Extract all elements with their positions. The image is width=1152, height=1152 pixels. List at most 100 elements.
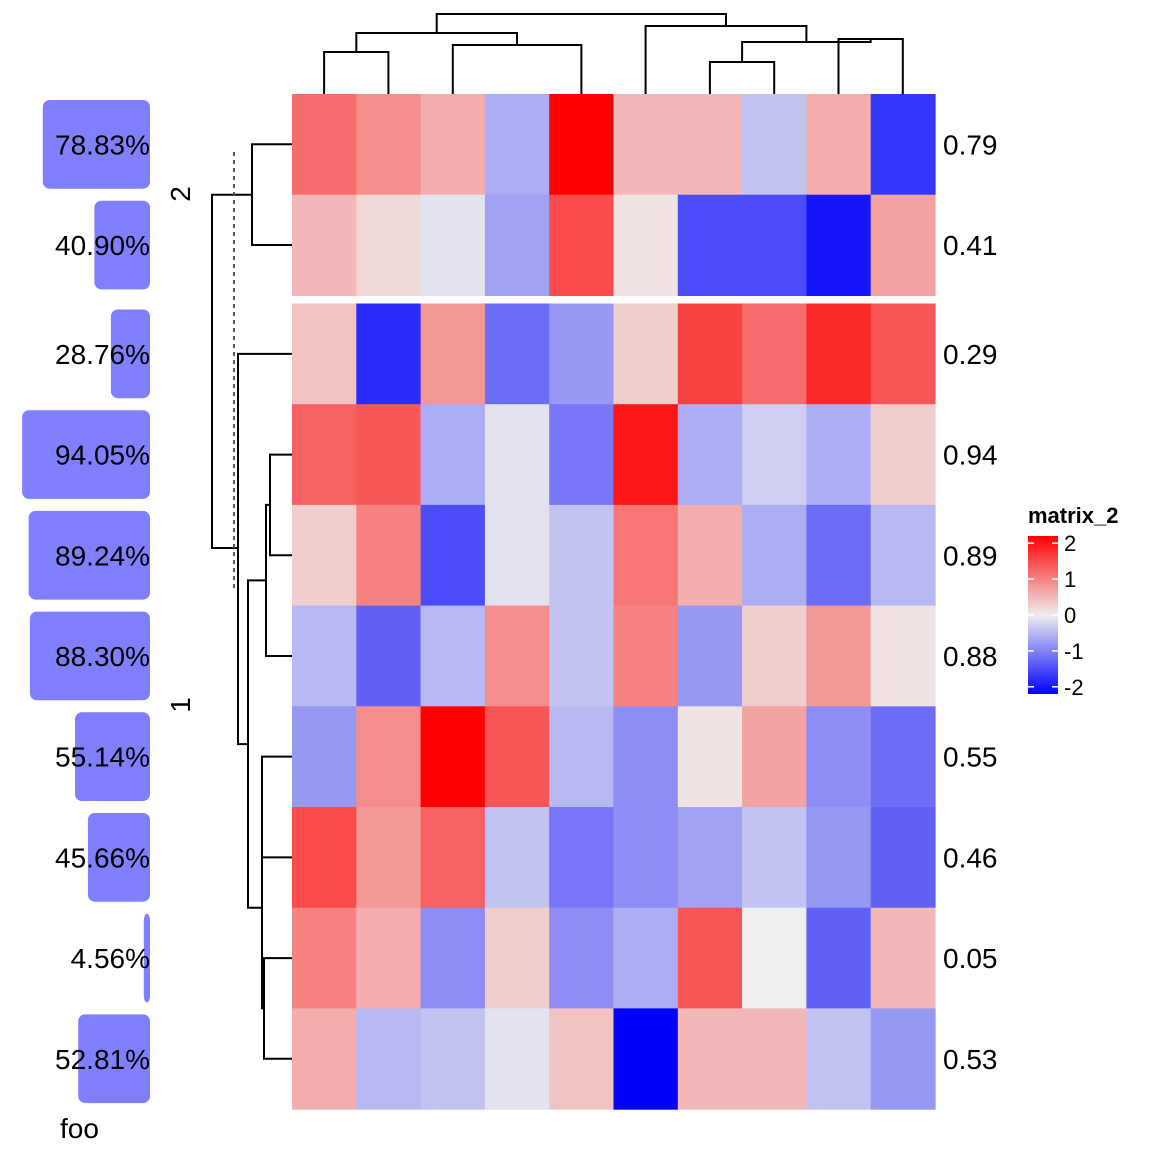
annotation-bar (75, 712, 150, 801)
column-dendrogram (323, 13, 904, 94)
heatmap-cell (677, 94, 743, 196)
heatmap-cell (613, 605, 679, 707)
row-label: 0.46 (943, 842, 998, 873)
heatmap-cell (613, 303, 679, 405)
annotation-bar (110, 309, 150, 399)
column-dendrogram-branch (323, 51, 390, 94)
heatmap-cell (742, 1008, 807, 1110)
heatmap-cell (484, 907, 550, 1009)
heatmap-cell (870, 807, 936, 909)
row-dendrogram-branch (269, 453, 292, 557)
column-dendrogram-branch (435, 13, 727, 33)
legend-tick-label: 1 (1064, 567, 1076, 592)
heatmap-cell (292, 303, 357, 405)
annotation-bar-labels: 78.83% 40.90% 28.76% 94.05% 89.24% 88.30% 55.1… (55, 129, 150, 1075)
row-label: 0.41 (943, 230, 998, 261)
heatmap-cell (484, 807, 550, 909)
heatmap-cell (292, 404, 357, 506)
heatmap-cell (613, 807, 679, 909)
heatmap-cell (742, 504, 807, 607)
heatmap-cell (420, 504, 486, 607)
row-dendrogram-branch (261, 807, 264, 1010)
heatmap-cell (742, 706, 807, 808)
heatmap-cell (806, 605, 872, 707)
heatmap-cell (292, 504, 357, 607)
heatmap-cell (806, 94, 872, 196)
heatmap-cell (549, 907, 615, 1009)
heatmap-cell (870, 907, 936, 1009)
heatmap-cell (742, 303, 807, 405)
heatmap-cell (420, 194, 486, 296)
heatmap-cell (549, 807, 615, 909)
heatmap-cell (356, 504, 422, 607)
annotation-bar (29, 611, 150, 701)
row-dendrogram-branch (247, 579, 266, 909)
heatmap-cell (613, 94, 679, 196)
row-label: 0.55 (943, 742, 998, 773)
annotation-name-label: foo (60, 1113, 99, 1144)
annotation-bar-label: 88.30% (55, 641, 150, 672)
heatmap-cell (420, 1008, 486, 1110)
column-dendrogram-branch (451, 44, 583, 94)
annotation-bar-label: 28.76% (55, 339, 150, 370)
heatmap-cell (356, 303, 422, 405)
heatmap-cell (356, 1008, 422, 1110)
heatmap-cell (806, 1008, 872, 1110)
legend-tick-label: 0 (1064, 603, 1076, 628)
parent-dendrogram-branch (211, 193, 252, 549)
annotation-bar (94, 200, 150, 290)
annotation-bar-label: 4.56% (71, 943, 150, 974)
heatmap-cell (292, 807, 357, 909)
heatmap-cell (806, 194, 872, 296)
heatmap-cell (870, 1008, 936, 1110)
heatmap-cell (549, 504, 615, 607)
heatmap-cell (484, 194, 550, 296)
heatmap-cell (420, 807, 486, 909)
column-dendrogram-branch (644, 25, 808, 94)
heatmap-cell (549, 303, 615, 405)
heatmap-cell (356, 807, 422, 909)
heatmap-cell (292, 94, 357, 196)
heatmap-cell (549, 194, 615, 296)
heatmap-cell (484, 504, 550, 607)
annotation-bar (42, 100, 150, 189)
heatmap-cell (292, 194, 357, 296)
row-dendrogram-branch (263, 957, 292, 1060)
heatmap-cell (484, 303, 550, 405)
legend-ticks: 2 1 0 -1 -2 (1028, 531, 1084, 700)
column-dendrogram-branch (837, 38, 904, 94)
heatmap-cell (677, 504, 743, 607)
heatmap-cell (742, 605, 807, 707)
row-dendrogram-branch (261, 755, 292, 859)
heatmap-cell (484, 1008, 550, 1110)
annotation-bar-label: 94.05% (55, 440, 150, 471)
heatmap-cell (613, 1008, 679, 1110)
heatmap-cell (742, 94, 807, 196)
heatmap-cell (292, 706, 357, 808)
row-label: 0.89 (943, 540, 998, 571)
heatmap-cell (677, 1008, 743, 1110)
annotation-bar (143, 913, 150, 1003)
heatmap-cell (870, 94, 936, 196)
heatmap-cell (677, 194, 743, 296)
heatmap-cell (549, 404, 615, 506)
heatmap-cell (677, 807, 743, 909)
heatmap-cell (870, 303, 936, 405)
heatmap-cell (677, 303, 743, 405)
row-label: 0.79 (943, 129, 998, 160)
annotation-bar-label: 45.66% (55, 842, 150, 873)
heatmap-cell (677, 404, 743, 506)
annotation-bar-label: 78.83% (55, 129, 150, 160)
legend-tick-label: -2 (1064, 675, 1084, 700)
heatmap-cell (742, 404, 807, 506)
row-label: 0.29 (943, 339, 998, 370)
annotation-bar-label: 89.24% (55, 540, 150, 571)
heatmap-cell (549, 1008, 615, 1110)
heatmap-cell (356, 907, 422, 1009)
annotation-bar-label: 52.81% (55, 1044, 150, 1075)
heatmap-cell (613, 194, 679, 296)
legend-tick-label: -1 (1064, 639, 1084, 664)
heatmap-cell (677, 907, 743, 1009)
split-label-1: 1 (165, 697, 196, 713)
